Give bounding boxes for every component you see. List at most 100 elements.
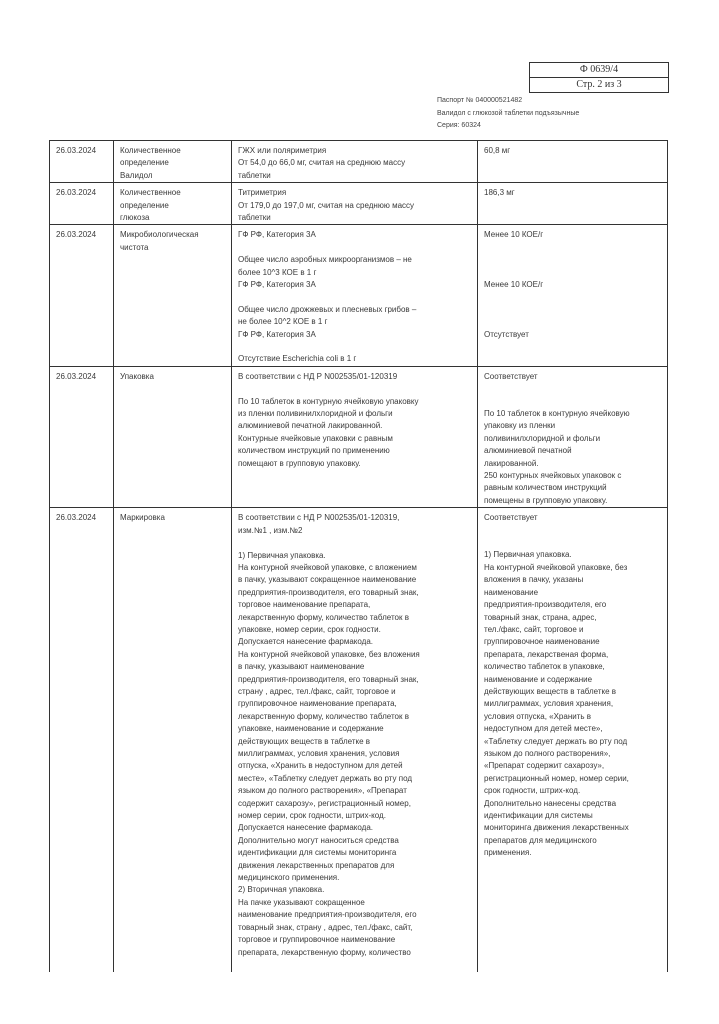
cell-line: медицинского применения.	[238, 873, 340, 883]
test-date: 26.03.2024	[49, 139, 114, 184]
cell-line	[484, 316, 661, 328]
cell-line: количеством инструкций по применению	[238, 446, 390, 456]
form-code-box: Ф 0639/4 Стр. 2 из 3	[529, 62, 669, 93]
cell-line: Соответствует	[484, 513, 538, 523]
cell-line: На пачке указывают сокращенное	[238, 897, 365, 907]
cell-line: препаратов для медицинского	[484, 835, 597, 845]
cell-line: идентификации для системы	[484, 811, 593, 821]
cell-line: Отсутствует	[484, 329, 529, 339]
cell-line	[484, 525, 661, 537]
table-row: 26.03.2024 Маркировка В соответствии с НД …	[49, 507, 668, 973]
cell-line: чистота	[120, 242, 149, 252]
passport-info: Паспорт № 040000521482 Валидол с глюкозо…	[437, 95, 579, 133]
cell-line: срок годности, штрих-код.	[484, 786, 581, 796]
cell-line: изм.№1 , изм.№2	[238, 525, 303, 535]
cell-line: Менее 10 КОЕ/г	[484, 230, 544, 240]
cell-line: ГФ РФ, Категория 3А	[238, 230, 316, 240]
cell-line: помещены в групповую упаковку.	[484, 495, 608, 505]
cell-line: мониторинга движения лекарственных	[484, 823, 629, 833]
cell-line: содержит сахарозу», регистрационный номе…	[238, 798, 411, 808]
test-result: Менее 10 КОЕ/г Менее 10 КОЕ/г Отсутствует	[477, 224, 668, 367]
test-date: 26.03.2024	[49, 224, 114, 367]
cell-line: На контурной ячейковой упаковке, с вложе…	[238, 562, 417, 572]
cell-line: определение	[120, 200, 169, 210]
test-name: Упаковка	[113, 365, 232, 509]
test-method: Титриметрия От 179,0 до 197,0 мг, считая …	[231, 182, 478, 226]
test-date: 26.03.2024	[49, 182, 114, 226]
cell-line: поливинилхлоридной и фольги	[484, 433, 601, 443]
cell-line: отпуска, «Хранить в недоступном для дете…	[238, 761, 403, 771]
cell-line: Дополнительно нанесены средства	[484, 798, 617, 808]
cell-line: В соответствии с НД Р N002535/01-120319,	[238, 513, 400, 523]
cell-line: Отсутствие Escherichia coli в 1 г	[238, 354, 357, 364]
cell-line: По 10 таблеток в контурную ячейковую упа…	[238, 396, 419, 406]
cell-line: наименование и содержание	[484, 674, 593, 684]
cell-line: торговое наименование препарата,	[238, 600, 371, 610]
cell-line: Упаковка	[120, 371, 154, 381]
cell-line: Количественное	[120, 146, 181, 155]
cell-line: Общее число дрожжевых и плесневых грибов…	[238, 304, 417, 314]
cell-line: ГФ РФ, Категория 3А	[238, 329, 316, 339]
cell-line: Общее число аэробных микроорганизмов – н…	[238, 255, 412, 265]
cell-line: предприятия-производителя, его товарный …	[238, 674, 419, 684]
cell-line: 186,3 мг	[484, 188, 515, 198]
cell-line: языком до полного растворения»,	[484, 748, 611, 758]
test-date: 26.03.2024	[49, 365, 114, 509]
cell-line: В соответствии с НД Р N002535/01-120319	[238, 371, 398, 381]
cell-line: не более 10^2 КОЕ в 1 г	[238, 317, 328, 327]
cell-line: в пачку, указывают сокращенное наименова…	[238, 575, 417, 585]
cell-line: Дополнительно могут наноситься средства	[238, 835, 399, 845]
cell-line	[484, 242, 661, 254]
cell-line: торговое и группировочное наименование	[238, 935, 396, 945]
cell-line: алюминиевой печатной	[484, 446, 572, 456]
cell-line: Контурные ячейковые упаковки с равным	[238, 433, 393, 443]
cell-line: упаковке, номер серии, срок годности.	[238, 624, 381, 634]
cell-line: лекарственную форму, количество таблеток…	[238, 711, 409, 721]
test-method: В соответствии с НД Р N002535/01-120319,…	[231, 507, 478, 973]
cell-line: движения лекарственных препаратов для	[238, 860, 395, 870]
table-row: 26.03.2024 Упаковка В соответствии с НД Р …	[49, 365, 668, 509]
cell-line: 1) Первичная упаковка.	[484, 550, 572, 560]
cell-line: Менее 10 КОЕ/г	[484, 280, 544, 290]
cell-line: действующих веществ в таблетке в	[238, 736, 371, 746]
cell-line: группировочное наименование	[484, 637, 600, 647]
cell-line: определение	[120, 158, 169, 168]
cell-line: условия отпуска, «Хранить в	[484, 711, 592, 721]
cell-line	[484, 383, 661, 395]
cell-line: группировочное наименование препарата,	[238, 699, 397, 709]
cell-line: препарата, лекарственая форма,	[484, 649, 609, 659]
cell-line: регистрационный номер, номер серии,	[484, 773, 629, 783]
cell-line: номер серии, срок годности, штрих-код.	[238, 811, 386, 821]
cell-line: На контурной ячейковой упаковке, без вло…	[238, 649, 420, 659]
cell-line: Валидол	[120, 170, 153, 180]
cell-line: лекарственную форму, количество таблеток…	[238, 612, 409, 622]
cell-line: ГФ РФ, Категория 3А	[238, 280, 316, 290]
cell-line: Допускается нанесение фармакода.	[238, 637, 374, 647]
cell-line	[484, 396, 661, 408]
cell-line: упаковку из пленки	[484, 421, 556, 431]
cell-line: товарный знак, страна, адрес,	[484, 612, 597, 622]
cell-line: От 54,0 до 66,0 мг, считая на среднюю ма…	[238, 158, 406, 168]
cell-line: глюкоза	[120, 213, 150, 223]
cell-line: равным количеством инструкций	[484, 483, 607, 493]
cell-line: наименование предприятия-производителя, …	[238, 910, 417, 920]
cell-line: тел./факс, сайт, торговое и	[484, 624, 584, 634]
cell-line: упаковке, наименование и содержание	[238, 724, 384, 734]
cell-line	[238, 537, 471, 549]
cell-line: От 179,0 до 197,0 мг, считая на среднюю …	[238, 200, 415, 210]
table-row: 26.03.2024 Количественное определение Валид…	[49, 139, 668, 184]
test-method: В соответствии с НД Р N002535/01-120319 П…	[231, 365, 478, 509]
test-date: 26.03.2024	[49, 507, 114, 973]
test-method: ГФ РФ, Категория 3А Общее число аэробных …	[231, 224, 478, 367]
test-results-table: 26.03.2024 Количественное определение Валид…	[49, 139, 668, 973]
cell-line	[484, 267, 661, 279]
cell-line: количество таблеток в упаковке,	[484, 662, 605, 672]
test-method: ГЖХ или поляриметрия От 54,0 до 66,0 мг, …	[231, 139, 478, 184]
cell-line: лакированной.	[484, 458, 539, 468]
cell-line: более 10^3 КОЕ в 1 г	[238, 267, 317, 277]
page-number: Стр. 2 из 3	[530, 77, 668, 92]
form-code: Ф 0639/4	[579, 64, 619, 75]
cell-line: страну , адрес, тел./факс, сайт, торгово…	[238, 686, 396, 696]
cell-line: применения.	[484, 848, 532, 858]
cell-line	[238, 383, 471, 395]
